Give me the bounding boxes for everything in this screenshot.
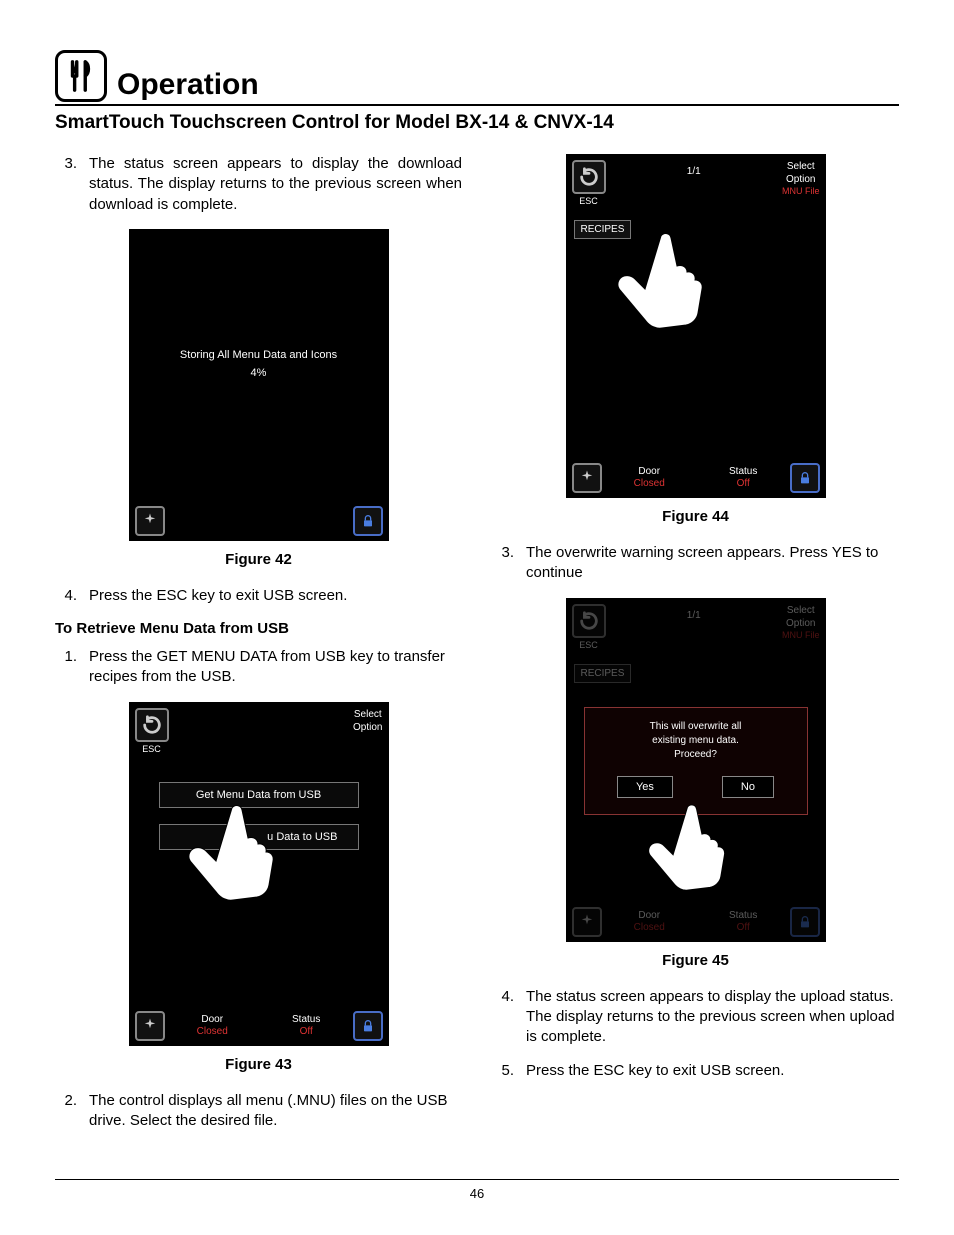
hand-pointer-icon bbox=[638, 800, 728, 890]
bottom-bar bbox=[129, 501, 389, 541]
step-1: 1. Press the GET MENU DATA from USB key … bbox=[55, 647, 462, 688]
retrieve-heading: To Retrieve Menu Data from USB bbox=[55, 620, 462, 637]
step-2: 2. The control displays all menu (.MNU) … bbox=[55, 1091, 462, 1132]
top-bar: ESC 1/1 Select Option MNU File bbox=[566, 154, 826, 214]
yes-button[interactable]: Yes bbox=[617, 776, 673, 798]
select-option-label: Select Option MNU File bbox=[782, 160, 820, 198]
figure-42-screen: Storing All Menu Data and Icons 4% bbox=[129, 229, 389, 541]
step-text: The overwrite warning screen appears. Pr… bbox=[526, 543, 899, 584]
figure-43-screen: ESC Select Option Get Menu Data from USB… bbox=[129, 702, 389, 1046]
page-indicator: 1/1 bbox=[687, 604, 701, 621]
step-text: Press the ESC key to exit USB screen. bbox=[526, 1061, 899, 1081]
right-column: ESC 1/1 Select Option MNU File RECIPES bbox=[492, 154, 899, 1145]
no-button[interactable]: No bbox=[722, 776, 774, 798]
file-list: RECIPES bbox=[566, 658, 826, 689]
step-number: 1. bbox=[55, 647, 77, 688]
step-number: 3. bbox=[55, 154, 77, 215]
step-text: Press the ESC key to exit USB screen. bbox=[89, 586, 462, 606]
top-bar: ESC 1/1 Select Option MNU File bbox=[566, 598, 826, 658]
page-footer: 46 bbox=[55, 1179, 899, 1201]
figure-44-screen: ESC 1/1 Select Option MNU File RECIPES bbox=[566, 154, 826, 498]
step-text: The status screen appears to display the… bbox=[89, 154, 462, 215]
figure-45-screen: ESC 1/1 Select Option MNU File RECIPES T… bbox=[566, 598, 826, 942]
select-option-label: Select Option MNU File bbox=[782, 604, 820, 642]
page-indicator: 1/1 bbox=[687, 160, 701, 177]
page-number: 46 bbox=[470, 1186, 484, 1201]
lock-icon bbox=[353, 1011, 383, 1041]
overwrite-warning-panel: This will overwrite all existing menu da… bbox=[584, 707, 808, 815]
step-5-right: 5. Press the ESC key to exit USB screen. bbox=[492, 1061, 899, 1081]
storing-message: Storing All Menu Data and Icons 4% bbox=[129, 229, 389, 501]
hand-pointer-icon bbox=[177, 800, 277, 900]
left-column: 3. The status screen appears to display … bbox=[55, 154, 462, 1145]
top-bar: ESC Select Option bbox=[129, 702, 389, 762]
step-text: Press the GET MENU DATA from USB key to … bbox=[89, 647, 462, 688]
hand-pointer-icon bbox=[606, 228, 706, 328]
figure-44-caption: Figure 44 bbox=[492, 508, 899, 525]
esc-label: ESC bbox=[579, 640, 598, 650]
select-option-label: Select Option bbox=[353, 708, 382, 734]
figure-43-caption: Figure 43 bbox=[55, 1056, 462, 1073]
esc-label: ESC bbox=[142, 744, 161, 754]
step-number: 4. bbox=[492, 987, 514, 1048]
figure-42-caption: Figure 42 bbox=[55, 551, 462, 568]
section-title: Operation bbox=[117, 68, 259, 102]
step-text: The status screen appears to display the… bbox=[526, 987, 899, 1048]
step-4: 4. Press the ESC key to exit USB screen. bbox=[55, 586, 462, 606]
storing-percent: 4% bbox=[180, 365, 337, 383]
step-number: 3. bbox=[492, 543, 514, 584]
status-row: DoorClosed StatusOff bbox=[602, 910, 790, 934]
step-4-right: 4. The status screen appears to display … bbox=[492, 987, 899, 1048]
esc-label: ESC bbox=[579, 196, 598, 206]
figure-45-caption: Figure 45 bbox=[492, 952, 899, 969]
utensils-icon bbox=[55, 50, 107, 102]
sparkle-icon bbox=[135, 506, 165, 536]
sparkle-icon bbox=[572, 907, 602, 937]
bottom-bar: DoorClosed StatusOff bbox=[566, 458, 826, 498]
step-number: 4. bbox=[55, 586, 77, 606]
recipes-file-button: RECIPES bbox=[574, 664, 632, 683]
esc-button[interactable]: ESC bbox=[135, 708, 169, 754]
lock-icon bbox=[790, 907, 820, 937]
esc-button[interactable]: ESC bbox=[572, 604, 606, 650]
bottom-bar: DoorClosed StatusOff bbox=[566, 902, 826, 942]
step-text: The control displays all menu (.MNU) fil… bbox=[89, 1091, 462, 1132]
lock-icon bbox=[353, 506, 383, 536]
step-number: 5. bbox=[492, 1061, 514, 1081]
esc-button[interactable]: ESC bbox=[572, 160, 606, 206]
step-3: 3. The status screen appears to display … bbox=[55, 154, 462, 215]
step-3-right: 3. The overwrite warning screen appears.… bbox=[492, 543, 899, 584]
header: Operation bbox=[55, 50, 899, 106]
step-number: 2. bbox=[55, 1091, 77, 1132]
subtitle: SmartTouch Touchscreen Control for Model… bbox=[55, 112, 899, 134]
lock-icon bbox=[790, 463, 820, 493]
storing-line: Storing All Menu Data and Icons bbox=[180, 347, 337, 365]
sparkle-icon bbox=[135, 1011, 165, 1041]
sparkle-icon bbox=[572, 463, 602, 493]
warning-text: This will overwrite all existing menu da… bbox=[593, 720, 799, 762]
status-row: DoorClosed StatusOff bbox=[602, 466, 790, 490]
bottom-bar: DoorClosed StatusOff bbox=[129, 1006, 389, 1046]
status-row: DoorClosed StatusOff bbox=[165, 1014, 353, 1038]
